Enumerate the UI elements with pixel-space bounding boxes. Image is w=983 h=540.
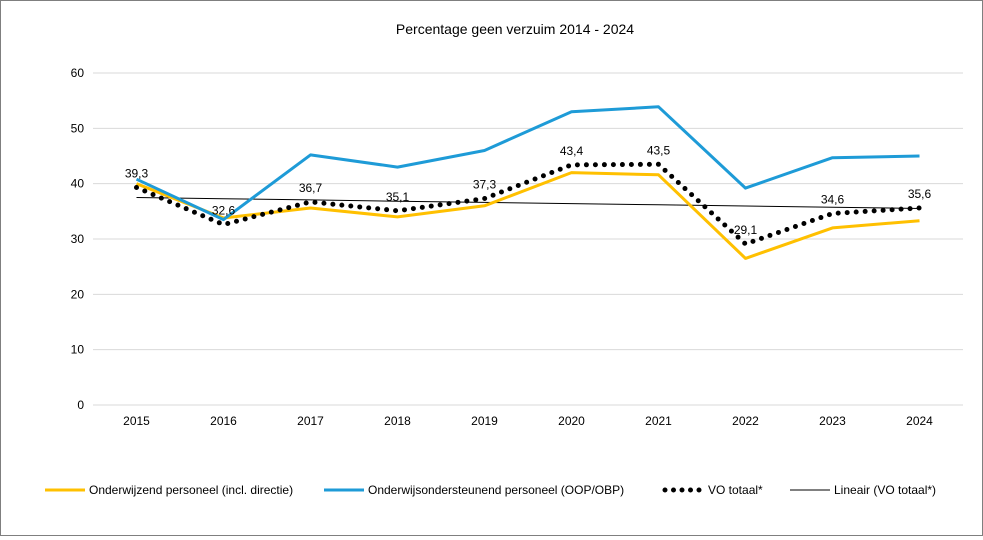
y-tick-label: 40 bbox=[71, 177, 85, 191]
data-label: 35,6 bbox=[908, 187, 932, 201]
x-tick-label: 2021 bbox=[645, 414, 672, 428]
chart-title: Percentage geen verzuim 2014 - 2024 bbox=[396, 21, 634, 37]
legend-label: Onderwijsondersteunend personeel (OOP/OB… bbox=[368, 483, 624, 497]
data-label: 34,6 bbox=[821, 193, 845, 207]
y-tick-label: 50 bbox=[71, 121, 85, 135]
series-line-2 bbox=[134, 161, 922, 247]
data-label: 29,1 bbox=[734, 223, 758, 237]
series-line-3 bbox=[136, 197, 920, 209]
series-line-0 bbox=[135, 171, 920, 260]
data-label: 32,6 bbox=[212, 204, 236, 218]
x-tick-label: 2022 bbox=[732, 414, 759, 428]
series-line-1 bbox=[135, 105, 920, 222]
legend-label: Onderwijzend personeel (incl. directie) bbox=[89, 483, 293, 497]
y-tick-label: 0 bbox=[77, 398, 84, 412]
data-label: 37,3 bbox=[473, 178, 497, 192]
y-tick-label: 20 bbox=[71, 287, 85, 301]
x-tick-label: 2017 bbox=[297, 414, 324, 428]
x-tick-label: 2016 bbox=[210, 414, 237, 428]
legend-label: VO totaal* bbox=[708, 483, 763, 497]
data-label: 36,7 bbox=[299, 181, 323, 195]
data-label: 43,4 bbox=[560, 144, 584, 158]
data-label: 43,5 bbox=[647, 143, 671, 157]
y-tick-label: 10 bbox=[71, 343, 85, 357]
x-tick-label: 2018 bbox=[384, 414, 411, 428]
x-tick-label: 2023 bbox=[819, 414, 846, 428]
x-tick-label: 2019 bbox=[471, 414, 498, 428]
data-label: 35,1 bbox=[386, 190, 410, 204]
data-label: 39,3 bbox=[125, 167, 149, 181]
x-tick-label: 2024 bbox=[906, 414, 933, 428]
x-tick-label: 2020 bbox=[558, 414, 585, 428]
y-tick-label: 60 bbox=[71, 66, 85, 80]
y-tick-label: 30 bbox=[71, 232, 85, 246]
x-tick-label: 2015 bbox=[123, 414, 150, 428]
legend-label: Lineair (VO totaal*) bbox=[834, 483, 936, 497]
